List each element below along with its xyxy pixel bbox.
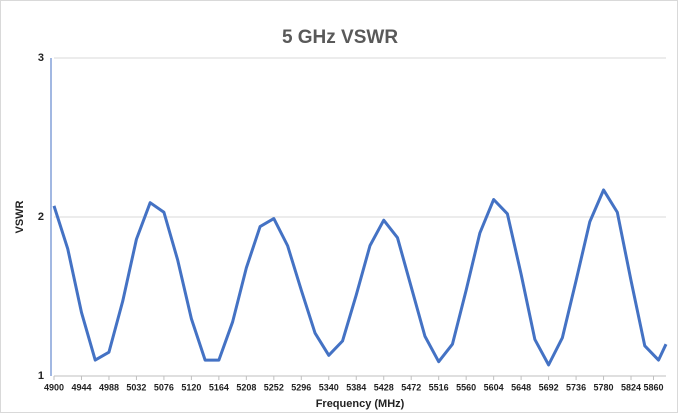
x-tick-label: 5164: [209, 382, 229, 392]
x-axis-label: Frequency (MHz): [316, 398, 405, 410]
y-tick-label: 2: [38, 211, 44, 223]
x-tick-label: 5472: [401, 382, 421, 392]
x-tick-label: 4900: [44, 382, 64, 392]
x-tick-label: 5296: [291, 382, 311, 392]
y-tick-label: 3: [38, 52, 44, 64]
x-tick-label: 5120: [181, 382, 201, 392]
x-tick-label: 5824: [621, 382, 641, 392]
y-tick-label: 1: [38, 370, 44, 382]
x-tick-label: 5076: [154, 382, 174, 392]
chart-title: 5 GHz VSWR: [282, 27, 398, 48]
x-tick-label: 5384: [346, 382, 366, 392]
x-tick-label: 5736: [566, 382, 586, 392]
x-tick-label: 5692: [539, 382, 559, 392]
x-tick-label: 5516: [429, 382, 449, 392]
x-tick-label: 5860: [643, 382, 663, 392]
x-tick-label: 5604: [484, 382, 504, 392]
data-line: [52, 188, 668, 367]
y-axis-label: VSWR: [14, 200, 26, 233]
x-tick-label: 5208: [236, 382, 256, 392]
x-tick-label: 5648: [511, 382, 531, 392]
x-tick-label: 5780: [594, 382, 614, 392]
x-tick-label: 5340: [319, 382, 339, 392]
x-tick-label: 5252: [264, 382, 284, 392]
x-tick-label: 5428: [374, 382, 394, 392]
x-tick-label: 5560: [456, 382, 476, 392]
x-tick-label: 4988: [99, 382, 119, 392]
x-tick-label: 4944: [71, 382, 91, 392]
x-tick-label: 5032: [126, 382, 146, 392]
